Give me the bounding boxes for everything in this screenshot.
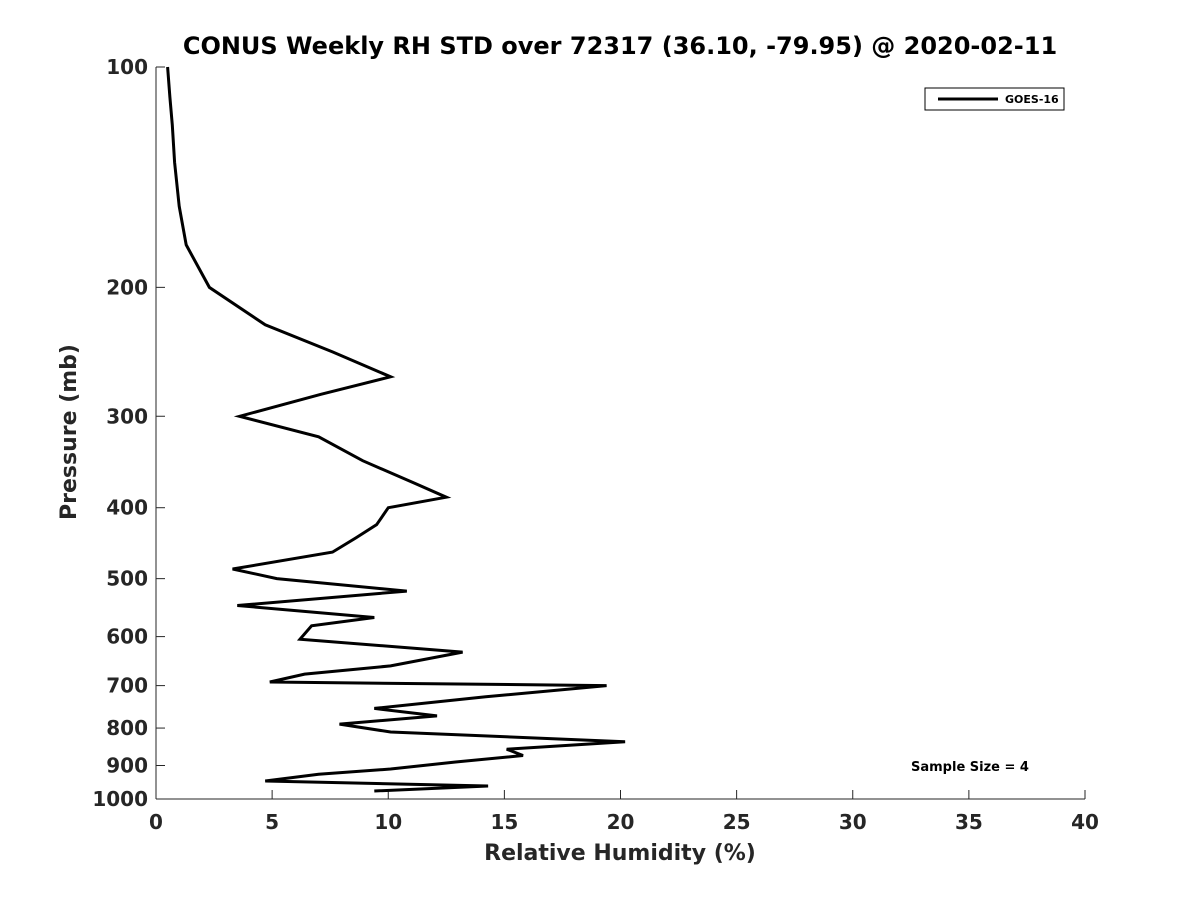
y-tick-label: 300 (106, 404, 148, 428)
legend: GOES-16 (924, 87, 1065, 111)
x-tick-label: 0 (149, 810, 163, 834)
x-tick-label: 15 (490, 810, 518, 834)
x-tick-label: 20 (607, 810, 635, 834)
y-tick-label: 100 (106, 55, 148, 79)
plot-area: 0 5 10 15 20 25 30 35 40 100 200 300 400 500 600 700 800… (92, 55, 1099, 834)
chart-title: CONUS Weekly RH STD over 72317 (36.10, -… (183, 32, 1057, 60)
x-tick-label: 35 (955, 810, 983, 834)
legend-label-goes-16: GOES-16 (1005, 93, 1059, 106)
x-tick-label: 30 (839, 810, 867, 834)
sample-size-annotation: Sample Size = 4 (911, 760, 1029, 775)
y-tick-label: 800 (106, 716, 148, 740)
y-axis-label: Pressure (mb) (57, 344, 82, 520)
series-line-goes-16 (166, 66, 626, 793)
y-tick-label: 400 (106, 496, 148, 520)
y-tick-label: 700 (106, 674, 148, 698)
x-tick-label: 25 (723, 810, 751, 834)
y-tick-label: 600 (106, 625, 148, 649)
y-tick-label: 200 (106, 275, 148, 299)
x-tick-label: 5 (265, 810, 279, 834)
x-tick-label: 40 (1071, 810, 1099, 834)
y-tick-label: 500 (106, 567, 148, 591)
x-axis-label: Relative Humidity (%) (484, 841, 756, 866)
y-tick-label: 1000 (92, 787, 148, 811)
x-tick-label: 10 (374, 810, 402, 834)
y-tick-label: 900 (106, 754, 148, 778)
